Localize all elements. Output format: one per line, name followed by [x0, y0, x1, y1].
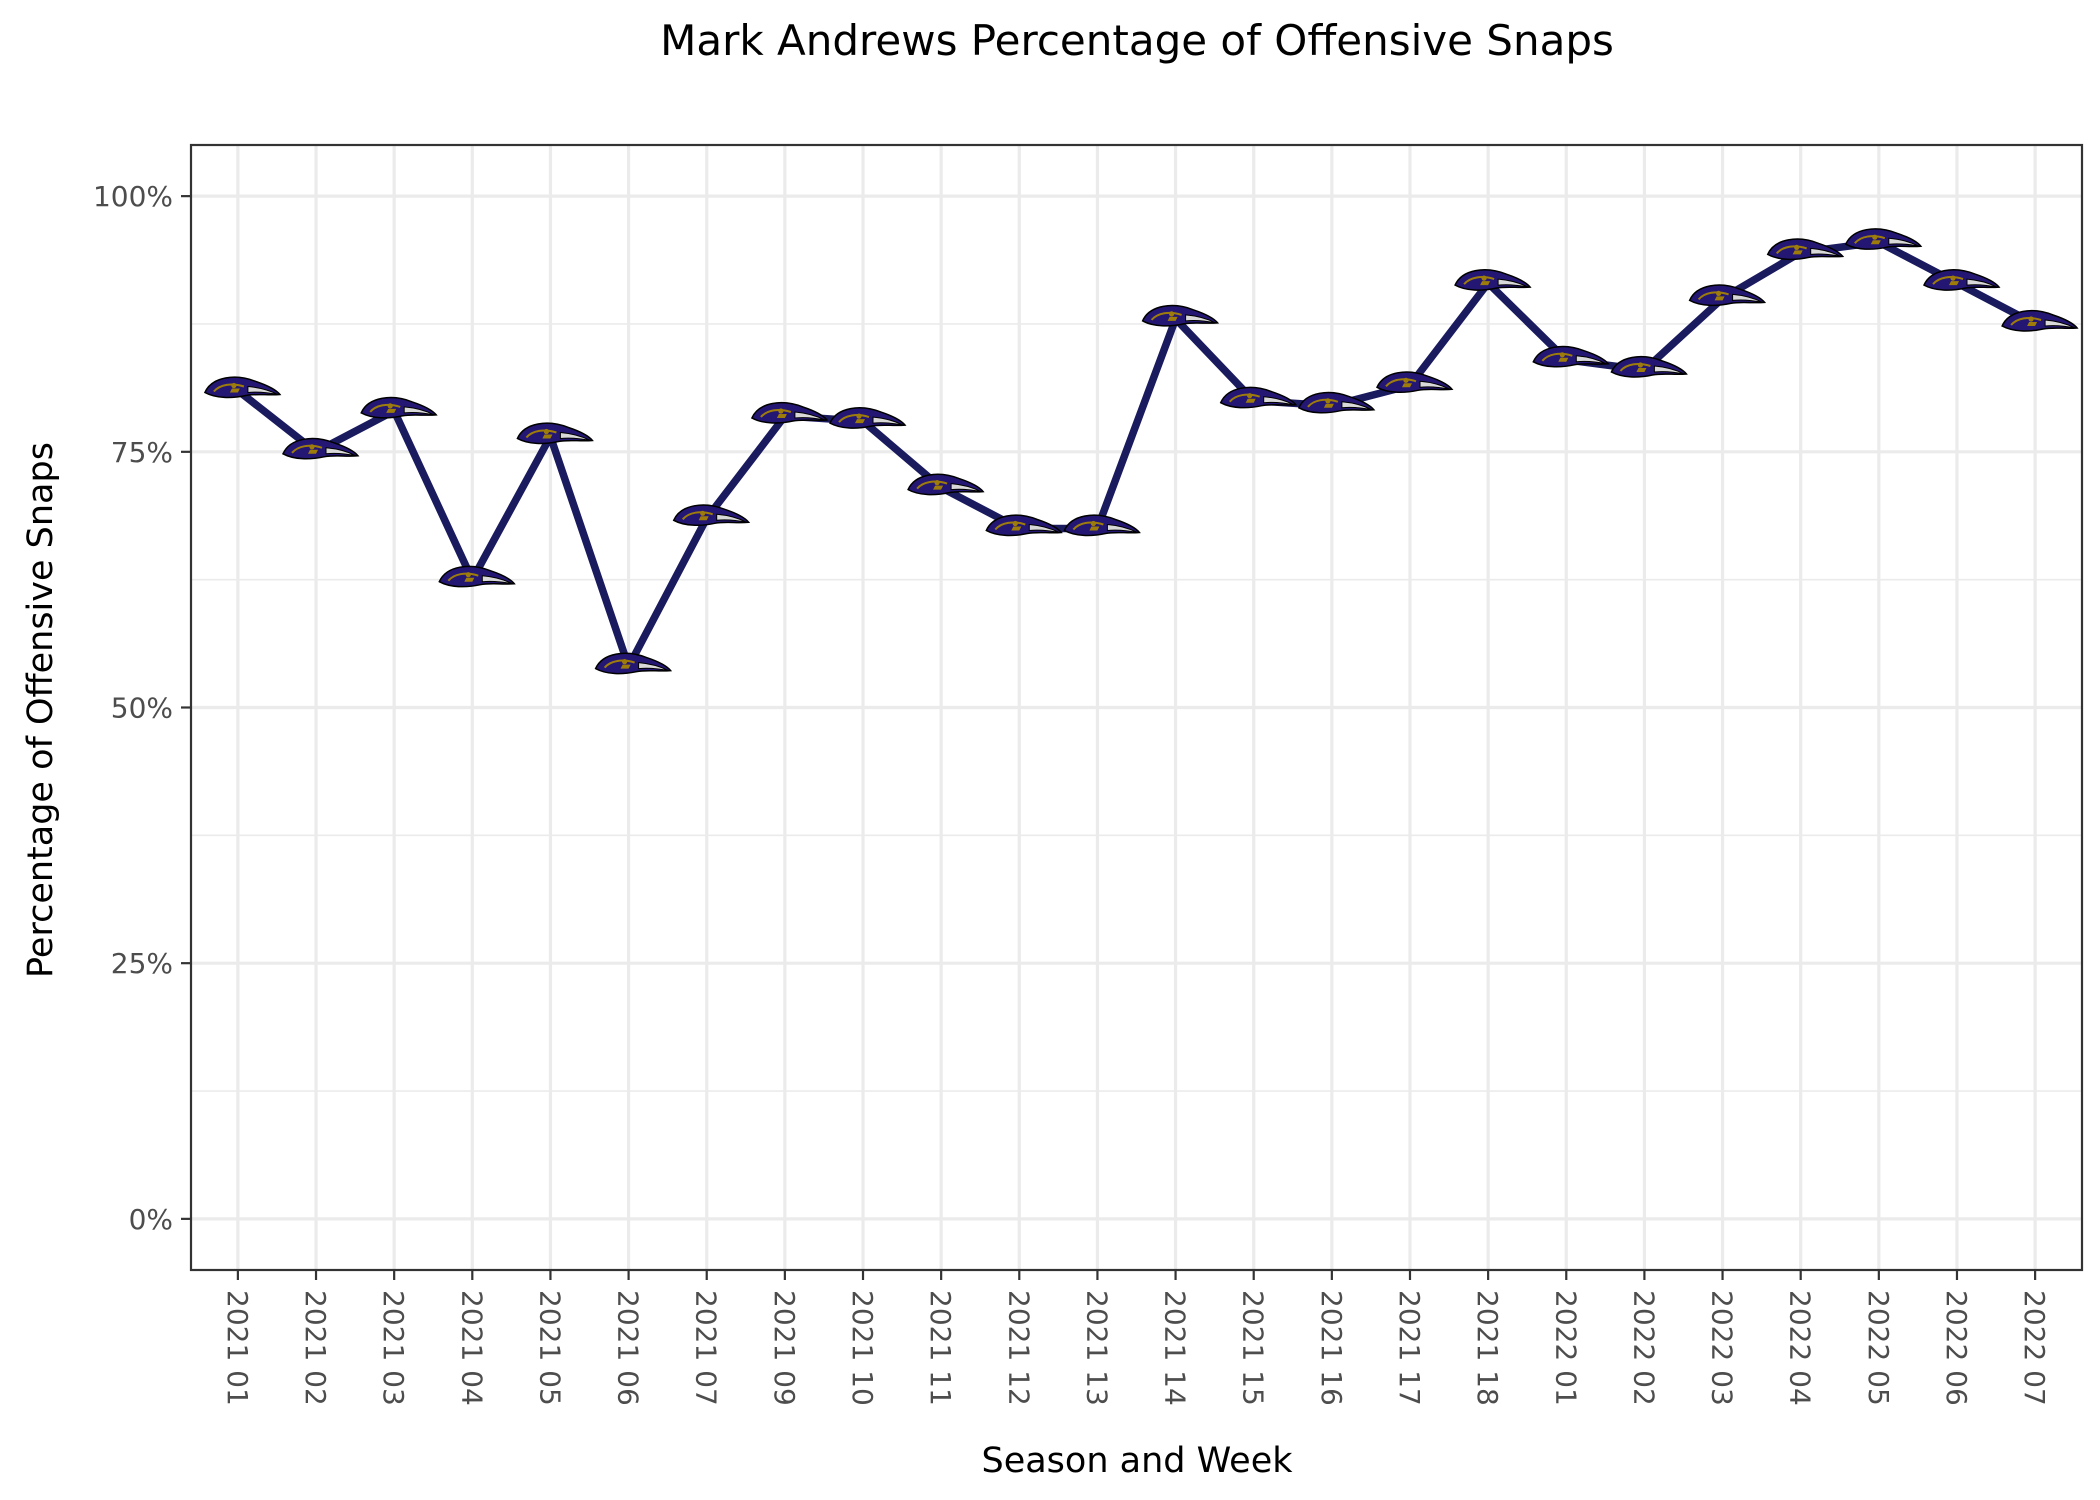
ravens-logo-icon — [516, 422, 594, 445]
y-axis-title: Percentage of Offensive Snaps — [21, 442, 61, 978]
x-tick-label: 2022 03 — [1706, 1290, 1739, 1406]
y-tick-label: 25% — [111, 947, 173, 980]
chart-title: Mark Andrews Percentage of Offensive Sna… — [660, 16, 1614, 65]
x-tick-label: 2021 03 — [377, 1290, 410, 1406]
ravens-logo-icon — [985, 514, 1063, 537]
ravens-logo-icon — [1297, 391, 1376, 414]
ravens-logo-icon — [1923, 269, 2001, 291]
y-tick-label: 50% — [111, 692, 173, 725]
ravens-logo-icon — [829, 407, 907, 429]
x-tick-label: 2021 16 — [1315, 1290, 1348, 1406]
x-tick-label: 2021 02 — [299, 1290, 332, 1406]
x-tick-label: 2022 01 — [1549, 1290, 1582, 1406]
x-tick-label: 2021 05 — [533, 1290, 566, 1406]
x-tick-label: 2021 18 — [1471, 1290, 1504, 1406]
x-tick-label: 2021 11 — [924, 1290, 957, 1406]
ravens-logo-icon — [907, 473, 985, 496]
x-tick-label: 2021 07 — [690, 1290, 723, 1406]
ravens-logo-icon — [1532, 345, 1610, 368]
ravens-logo-icon — [438, 565, 516, 588]
x-tick-label: 2022 06 — [1940, 1290, 1973, 1406]
y-tick-label: 75% — [111, 436, 173, 469]
ravens-logo-icon — [1219, 386, 1298, 409]
ravens-logo-icon — [1844, 228, 1923, 250]
x-tick-label: 2021 15 — [1237, 1290, 1270, 1406]
ravens-logo-icon — [1688, 284, 1767, 307]
ravens-logo-icon — [1454, 269, 1532, 291]
ravens-logo-icon — [594, 652, 673, 675]
ravens-logo-icon — [1063, 514, 1141, 537]
ravens-logo-icon — [360, 396, 438, 419]
y-tick-label: 100% — [93, 180, 173, 213]
axes: 0% 25% 50% 75% 100% 2021 01 2021 02 2021 03 2021… — [93, 143, 2084, 1406]
x-axis-title: Season and Week — [981, 1441, 1293, 1481]
ravens-logo-icon — [750, 401, 829, 424]
ravens-logo-icon — [1766, 238, 1845, 261]
x-tick-label: 2022 05 — [1862, 1290, 1895, 1406]
x-tick-label: 2021 04 — [455, 1290, 488, 1406]
ravens-logo-icon — [1376, 371, 1454, 394]
x-tick-label: 2022 07 — [2018, 1290, 2051, 1406]
x-tick-label: 2021 10 — [846, 1290, 879, 1406]
x-tick-label: 2022 02 — [1627, 1290, 1660, 1406]
x-tick-label: 2021 14 — [1159, 1290, 1192, 1406]
x-tick-label: 2021 01 — [221, 1290, 254, 1406]
x-tick-label: 2021 13 — [1080, 1290, 1113, 1406]
ravens-logo-icon — [203, 376, 282, 399]
data-markers — [203, 228, 2079, 675]
x-tick-label: 2021 12 — [1002, 1290, 1035, 1406]
x-tick-label: 2021 17 — [1393, 1290, 1426, 1406]
ravens-logo-icon — [1610, 355, 1688, 378]
ravens-logo-icon — [2001, 309, 2079, 332]
ravens-logo-icon — [1141, 304, 1220, 327]
x-tick-label: 2022 04 — [1784, 1290, 1817, 1406]
ravens-logo-icon — [282, 437, 360, 460]
x-tick-label: 2021 09 — [768, 1290, 801, 1406]
x-tick-label: 2021 06 — [612, 1290, 645, 1406]
ravens-logo-icon — [672, 504, 751, 527]
y-tick-label: 0% — [129, 1203, 173, 1236]
